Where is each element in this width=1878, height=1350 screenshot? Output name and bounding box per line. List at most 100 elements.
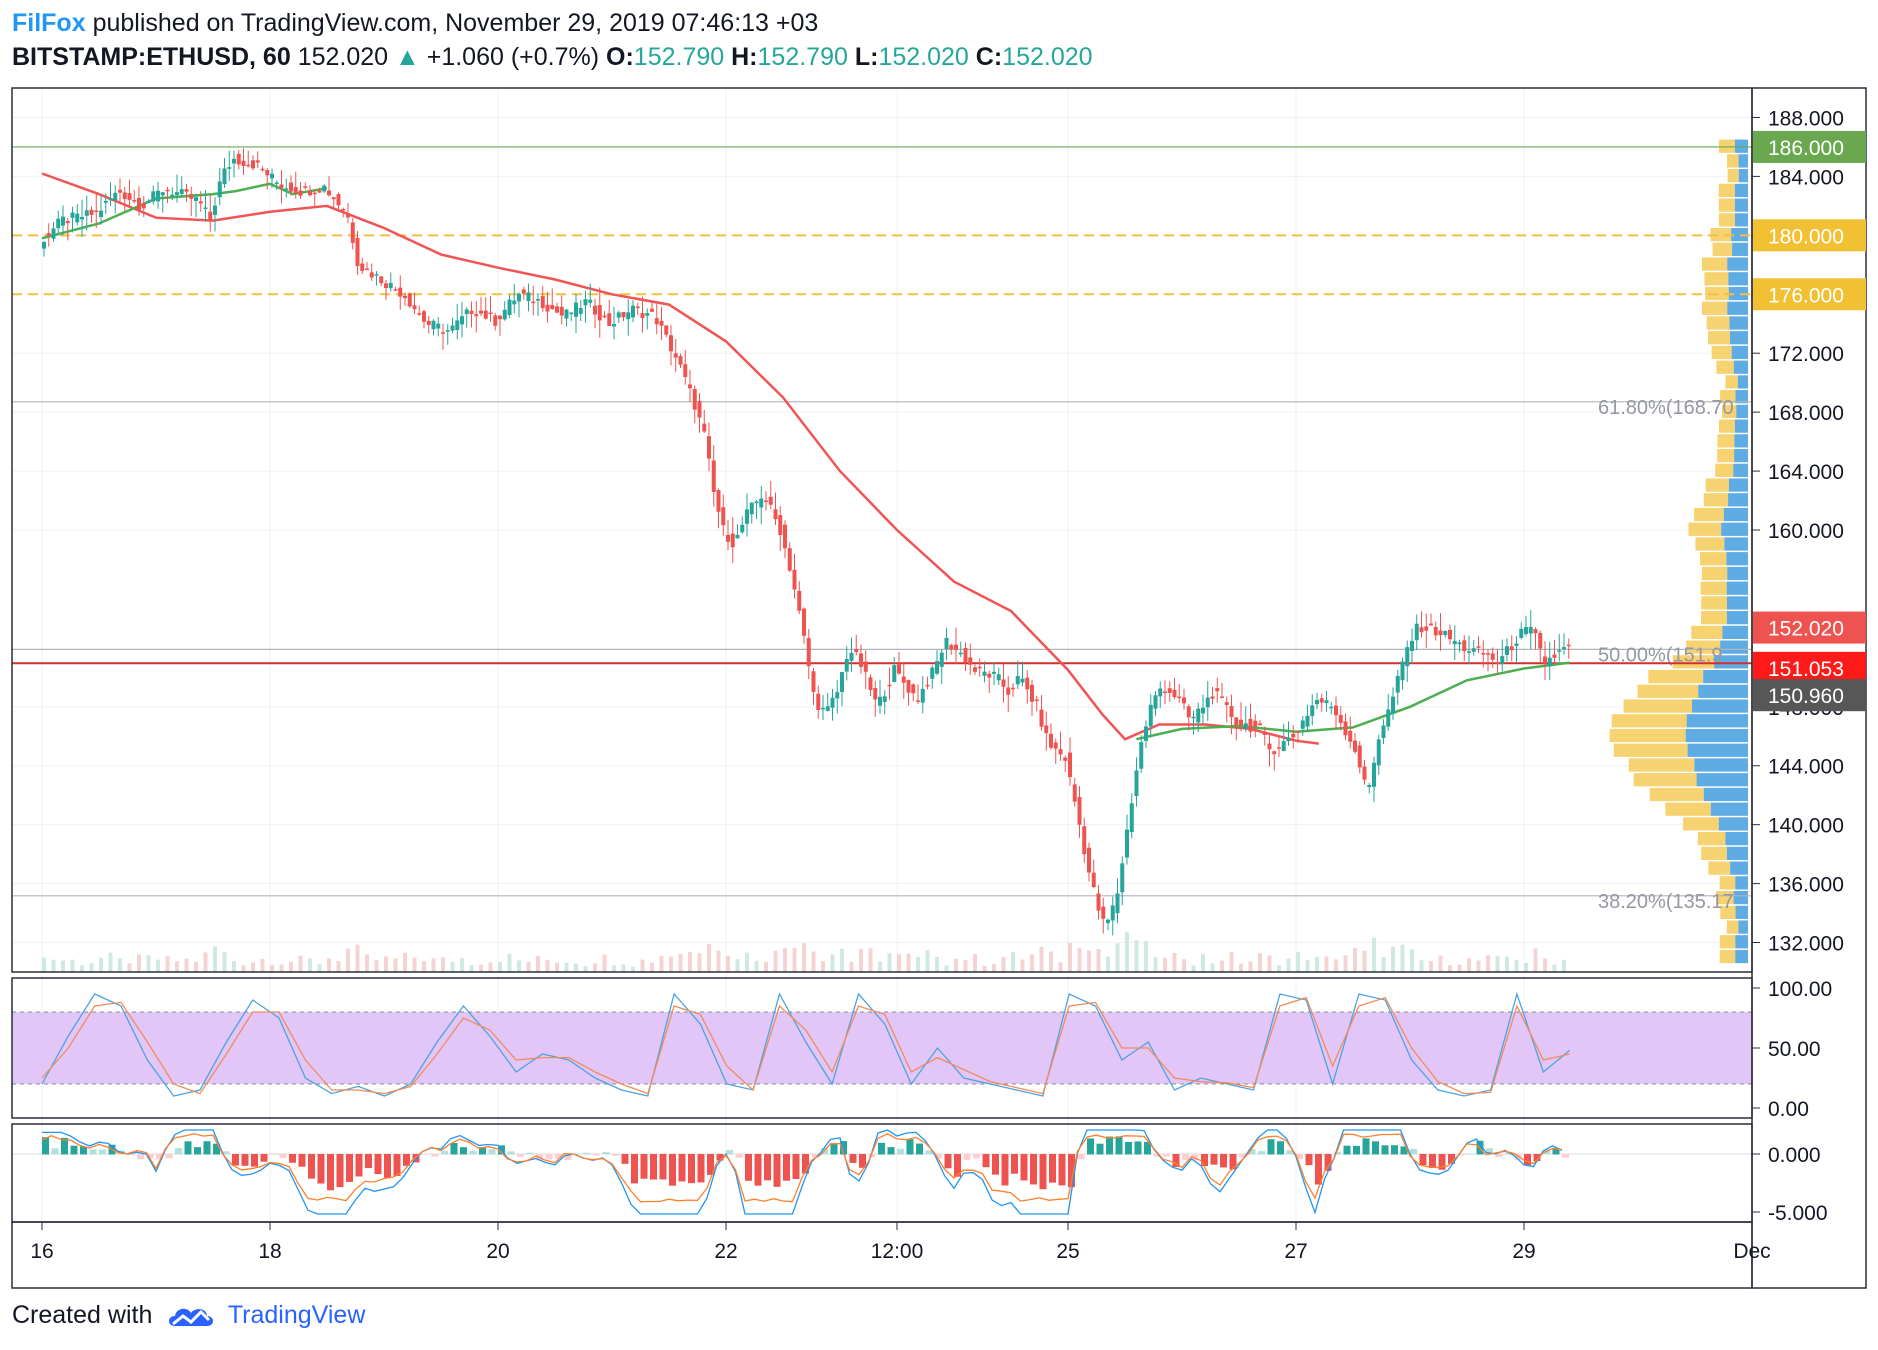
candle-body: [1224, 702, 1229, 705]
candle-body: [1020, 678, 1025, 683]
macd-histogram-bar: [859, 1154, 866, 1168]
symbol-name[interactable]: BITSTAMP:ETHUSD, 60: [12, 43, 291, 71]
candle-body: [963, 648, 968, 663]
candle-body: [279, 184, 284, 188]
candle-body: [1505, 646, 1509, 655]
candle-body: [284, 188, 289, 190]
candle-body: [1429, 623, 1433, 626]
macd-histogram-bar: [308, 1154, 315, 1179]
price-badge-label: 176.000: [1768, 284, 1844, 307]
volume-bar: [593, 963, 597, 972]
time-axis[interactable]: 16 18 20 22 12:00 25 27 29 Dec: [30, 1222, 1771, 1263]
horizontal-levels[interactable]: 61.80%(168.70 50.00%(151.9 38.20%(135.17: [12, 146, 1752, 913]
time-tick-label: Dec: [1733, 1240, 1770, 1263]
candle-body: [388, 282, 393, 289]
candle-body: [113, 192, 118, 201]
candle-body: [1034, 699, 1039, 702]
volume-bar: [830, 954, 835, 972]
candle-body: [502, 309, 507, 320]
tradingview-brand[interactable]: TradingView: [227, 1301, 366, 1329]
candle-body: [939, 652, 944, 667]
candle-body: [1329, 706, 1334, 709]
candle-body: [1557, 650, 1562, 652]
volume-profile-bar-up: [1694, 758, 1748, 772]
volume-bar: [1495, 956, 1500, 972]
price-badge-label: 152.020: [1768, 618, 1844, 641]
volume-profile-bar-down: [1701, 301, 1728, 315]
macd-histogram-bar: [1391, 1145, 1398, 1155]
volume-bar: [412, 957, 417, 972]
macd-histogram-bar: [1533, 1154, 1541, 1162]
candle-body: [1486, 653, 1490, 655]
candle-body: [1395, 675, 1400, 693]
candle-body: [526, 292, 531, 302]
candle-body: [1191, 716, 1196, 719]
volume-bar: [1020, 959, 1025, 972]
macd-histogram-bar: [1277, 1141, 1284, 1155]
volume-profile-bar-up: [1734, 198, 1748, 212]
candle-body: [1272, 751, 1277, 755]
macd-histogram-bar: [1001, 1154, 1009, 1186]
candle-body: [1253, 720, 1258, 727]
candle-body: [331, 197, 336, 200]
candle-body: [1115, 893, 1120, 914]
candle-body: [1072, 784, 1077, 802]
candlesticks: [42, 148, 1571, 936]
macd-histogram-bar: [868, 1154, 876, 1158]
candle-body: [56, 218, 61, 229]
volume-profile-bar-up: [1736, 404, 1748, 419]
candle-body: [550, 305, 555, 310]
volume-bar: [1429, 960, 1433, 972]
macd-histogram-bar: [1096, 1143, 1104, 1155]
price-axis[interactable]: 188.000 184.000 180.000 176.000 172.000 168.0…: [1752, 107, 1866, 1225]
candle-body: [222, 168, 227, 185]
candle-body: [773, 509, 778, 520]
volume-bar: [897, 954, 901, 972]
volume-profile-bar-up: [1720, 640, 1748, 654]
candle-body: [1196, 708, 1201, 723]
volume-profile-bar-up: [1738, 154, 1748, 168]
volume-bar: [925, 950, 930, 972]
candle-body: [317, 190, 322, 193]
volume-bar: [99, 957, 103, 972]
author-link[interactable]: FilFox: [12, 9, 86, 37]
candle-body: [460, 316, 464, 325]
volume-profile-bar-up: [1728, 478, 1748, 492]
candle-body: [1096, 893, 1101, 911]
candle-body: [844, 658, 849, 672]
macd-histogram-bar: [1210, 1154, 1218, 1165]
volume-bar: [355, 944, 360, 972]
pane-border: [11, 1123, 1753, 1223]
volume-profile-bar-up: [1726, 581, 1748, 595]
moving-average-green: [1136, 661, 1570, 741]
volume-profile-bar-up: [1691, 699, 1748, 713]
candle-body: [179, 189, 184, 194]
symbol-line: BITSTAMP:ETHUSD, 60 152.020 ▲ +1.060 (+0…: [12, 40, 1862, 74]
time-tick-label: 16: [30, 1240, 53, 1263]
volume-profile-bar-up: [1734, 419, 1748, 433]
volume-bar: [1001, 957, 1006, 972]
fib-level-label: 38.20%(135.17: [1598, 891, 1734, 913]
volume-bar: [374, 959, 379, 972]
candle-body: [1543, 656, 1547, 664]
candle-body: [1462, 640, 1467, 652]
candle-body: [631, 305, 635, 318]
candle-body: [170, 194, 175, 197]
candle-body: [564, 309, 569, 319]
candle-body: [825, 706, 830, 712]
candle-body: [1457, 642, 1462, 645]
candle-body: [1134, 770, 1139, 797]
macd-histogram-bar: [175, 1148, 182, 1155]
chart-canvas[interactable]: 61.80%(168.70 50.00%(151.9 38.20%(135.17 1…: [0, 0, 1878, 1290]
candle-body: [1367, 784, 1372, 788]
volume-bar: [1191, 965, 1196, 972]
volume-profile-bar-down: [1611, 714, 1687, 728]
candle-body: [654, 318, 659, 325]
candle-body: [612, 324, 616, 327]
volume-bar: [944, 965, 949, 972]
macd-histogram-bar: [1372, 1141, 1379, 1155]
price-badge-label: 186.000: [1768, 137, 1844, 160]
volume-profile-bar-up: [1734, 434, 1748, 448]
low-value: 152.020: [878, 43, 969, 71]
candle-body: [906, 679, 911, 693]
